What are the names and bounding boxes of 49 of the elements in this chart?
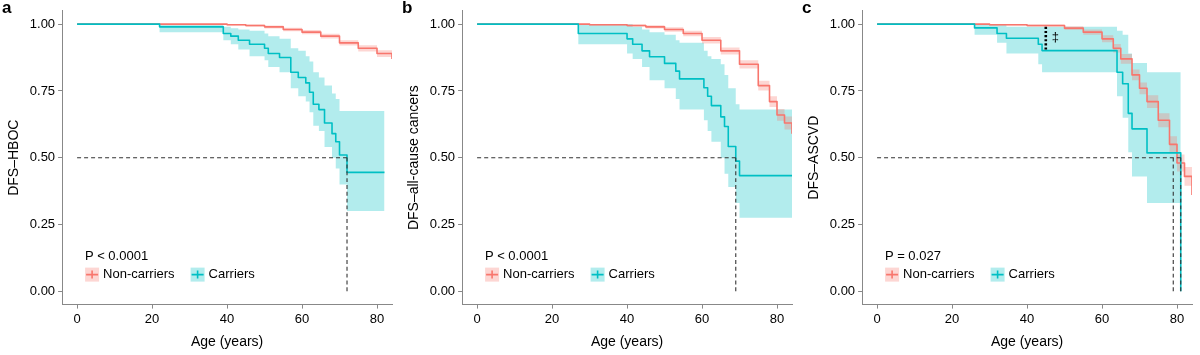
- x-axis-title: Age (years): [190, 333, 264, 350]
- y-tick-label: 0.50: [829, 149, 856, 165]
- y-tick-label: 0.75: [829, 82, 856, 98]
- x-axis-title: Age (years): [590, 333, 664, 350]
- legend-label: Carriers: [608, 266, 656, 282]
- x-tick-label: 60: [1094, 310, 1110, 326]
- legend-label: Carriers: [1008, 266, 1056, 282]
- y-axis-title: DFS–HBOC: [5, 119, 22, 196]
- y-tick-label: 1.00: [29, 15, 56, 31]
- y-tick-label: 0.75: [429, 82, 456, 98]
- x-tick-label: 0: [473, 310, 481, 326]
- y-tick-label: 0.00: [29, 282, 56, 298]
- x-tick-label: 0: [73, 310, 81, 326]
- legend-label: Carriers: [208, 266, 256, 282]
- y-tick-label: 0.75: [29, 82, 56, 98]
- annotation: ‡: [1051, 29, 1060, 45]
- y-tick-label: 0.00: [429, 282, 456, 298]
- x-tick-label: 80: [769, 310, 785, 326]
- y-tick-label: 0.25: [829, 216, 856, 232]
- legend-label: Non-carriers: [903, 266, 976, 282]
- x-tick-label: 40: [219, 310, 235, 326]
- y-tick-label: 1.00: [829, 15, 856, 31]
- y-tick-label: 0.00: [829, 282, 856, 298]
- chart-title: c: [802, 0, 812, 18]
- x-tick-label: 60: [694, 310, 710, 326]
- chart-title: a: [2, 0, 12, 18]
- annotation: P < 0.0001: [485, 248, 549, 264]
- y-tick-label: 0.50: [429, 149, 456, 165]
- y-axis-title: DFS–ASCVD: [805, 115, 822, 200]
- x-tick-label: 20: [944, 310, 960, 326]
- annotation: P < 0.0001: [85, 248, 149, 264]
- y-tick-label: 0.25: [29, 216, 56, 232]
- annotation: P = 0.027: [885, 248, 941, 264]
- x-tick-label: 80: [369, 310, 385, 326]
- y-tick-label: 0.25: [429, 216, 456, 232]
- y-tick-label: 0.50: [29, 149, 56, 165]
- x-tick-label: 60: [294, 310, 310, 326]
- x-tick-label: 80: [1169, 310, 1185, 326]
- x-tick-label: 40: [1019, 310, 1035, 326]
- legend-label: Non-carriers: [503, 266, 576, 282]
- legend-label: Non-carriers: [103, 266, 176, 282]
- chart-title: b: [402, 0, 413, 18]
- x-axis-title: Age (years): [990, 333, 1064, 350]
- x-tick-label: 20: [544, 310, 560, 326]
- y-tick-label: 1.00: [429, 15, 456, 31]
- y-axis-title: DFS–all-cause cancers: [405, 85, 422, 231]
- x-tick-label: 40: [619, 310, 635, 326]
- x-tick-label: 0: [873, 310, 881, 326]
- x-tick-label: 20: [144, 310, 160, 326]
